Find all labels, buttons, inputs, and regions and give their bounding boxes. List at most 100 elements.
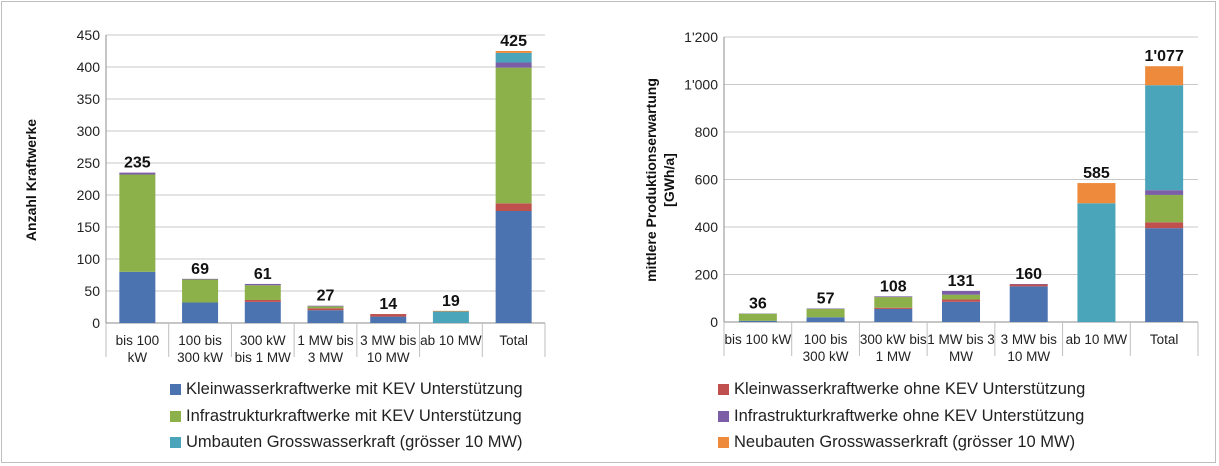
x-tick-label: 300 kW bis xyxy=(860,332,927,347)
y-tick-label: 250 xyxy=(77,155,101,171)
legend-item-infra_ohne: Infrastrukturkraftwerke ohne KEV Unterst… xyxy=(718,407,1084,426)
y-tick-label: 450 xyxy=(77,27,101,43)
bar-segment-klein_kev xyxy=(307,310,344,323)
bar-segment-klein_ohne xyxy=(1009,284,1048,287)
legend-swatch xyxy=(170,384,181,395)
legend-item-klein_kev: Kleinwasserkraftwerke mit KEV Unterstütz… xyxy=(170,380,523,399)
bar-segment-infra_kev xyxy=(874,297,913,308)
bar-segment-neubauten xyxy=(432,310,469,312)
x-tick-label: 1 MW bis xyxy=(297,333,354,348)
x-tick-label: 300 kW xyxy=(177,350,223,365)
bar-segment-infra_ohne xyxy=(307,305,344,307)
x-tick-label: MW xyxy=(949,349,973,364)
bar-segment-klein_kev xyxy=(806,317,845,322)
bar-segment-klein_ohne xyxy=(307,308,344,311)
legend-swatch xyxy=(718,384,729,395)
bar-segment-infra_ohne xyxy=(182,278,219,280)
total-label: 235 xyxy=(124,155,151,172)
y-tick-label: 150 xyxy=(77,219,101,235)
legend-label: Kleinwasserkraftwerke mit KEV Unterstütz… xyxy=(186,380,523,398)
bar-segment-klein_ohne xyxy=(942,299,980,302)
x-tick-label: 100 bis xyxy=(804,332,848,347)
y-tick-label: 350 xyxy=(77,91,101,107)
total-label: 69 xyxy=(191,261,209,278)
total-label: 19 xyxy=(442,293,460,310)
total-label: 585 xyxy=(1083,165,1110,182)
total-label: 425 xyxy=(500,33,527,50)
bar-segment-neubauten xyxy=(495,51,532,53)
x-tick-label: 100 bis xyxy=(178,333,222,348)
bar-segment-klein_ohne xyxy=(495,203,532,211)
bar-segment-infra_ohne xyxy=(1145,190,1184,195)
legend-item-neubauten: Neubauten Grosswasserkraft (grösser 10 M… xyxy=(718,433,1075,452)
total-label: 1'077 xyxy=(1144,48,1184,65)
x-tick-label: Total xyxy=(499,333,528,348)
x-tick-label: 300 kW xyxy=(240,333,286,348)
bar-segment-klein_ohne xyxy=(244,299,281,302)
bar-segment-klein_kev xyxy=(1145,228,1184,322)
bar-segment-umbauten xyxy=(1077,203,1116,322)
x-tick-label: 1 MW bis 3 xyxy=(927,332,995,347)
legend-item-umbauten: Umbauten Grosswasserkraft (grösser 10 MW… xyxy=(170,433,523,452)
total-label: 160 xyxy=(1015,266,1042,283)
x-tick-label: 1 MW xyxy=(876,349,912,364)
x-tick-label: 3 MW xyxy=(308,350,344,365)
y-tick-label: 200 xyxy=(77,187,101,203)
bar-segment-infra_ohne xyxy=(942,290,980,295)
y-axis-title: Anzahl Kraftwerke xyxy=(23,119,39,241)
x-tick-label: 10 MW xyxy=(367,350,410,365)
x-tick-label: 10 MW xyxy=(1007,349,1050,364)
bar-segment-klein_kev xyxy=(182,302,219,323)
legend-label: Neubauten Grosswasserkraft (grösser 10 M… xyxy=(734,433,1076,451)
bar-segment-klein_ohne xyxy=(1145,222,1184,229)
bar-segment-klein_kev xyxy=(244,301,281,323)
bar-segment-infra_ohne xyxy=(495,62,532,68)
y-axis-title: [GWh/a] xyxy=(661,153,677,207)
bar-segment-infra_kev xyxy=(307,306,344,309)
bar-segment-klein_kev xyxy=(1009,286,1048,322)
x-tick-label: Total xyxy=(1150,332,1179,347)
x-tick-label: bis 100 kW xyxy=(724,332,791,347)
bar-segment-infra_kev xyxy=(942,294,980,300)
legend-swatch xyxy=(718,437,729,448)
x-tick-label: bis 1 MW xyxy=(235,350,292,365)
bar-segment-infra_ohne xyxy=(874,296,913,298)
bar-segment-umbauten xyxy=(495,52,532,63)
bar-segment-klein_ohne xyxy=(370,314,407,317)
y-tick-label: 50 xyxy=(84,283,100,299)
y-tick-label: 1'000 xyxy=(684,77,718,93)
legend-item-infra_kev: Infrastrukturkraftwerke mit KEV Unterstü… xyxy=(170,407,522,426)
bar-segment-klein_kev xyxy=(874,308,913,322)
y-tick-label: 1'200 xyxy=(684,29,718,45)
total-label: 131 xyxy=(948,273,975,290)
bar-segment-umbauten xyxy=(432,311,469,323)
legend-label: Kleinwasserkraftwerke ohne KEV Unterstüt… xyxy=(734,380,1086,398)
bar-segment-infra_kev xyxy=(738,313,777,321)
legend-label: Infrastrukturkraftwerke mit KEV Unterstü… xyxy=(186,407,522,425)
y-tick-label: 0 xyxy=(710,314,718,330)
bar-segment-infra_kev xyxy=(806,308,845,318)
bar-segment-klein_kev xyxy=(738,320,777,322)
x-tick-label: ab 10 MW xyxy=(420,333,482,348)
bar-segment-infra_kev xyxy=(119,174,156,272)
legend-swatch xyxy=(170,437,181,448)
y-tick-label: 400 xyxy=(77,59,101,75)
legend-swatch xyxy=(718,411,729,422)
total-label: 14 xyxy=(379,296,397,313)
bar-segment-infra_kev xyxy=(495,67,532,204)
legend-label: Umbauten Grosswasserkraft (grösser 10 MW… xyxy=(186,433,523,451)
bar-segment-infra_kev xyxy=(1145,194,1184,223)
y-axis-title: mittlere Produktionserwartung xyxy=(643,78,659,282)
bar-segment-neubauten xyxy=(1077,183,1116,204)
y-tick-label: 800 xyxy=(695,124,719,140)
x-tick-label: 300 kW xyxy=(803,349,849,364)
x-tick-label: kW xyxy=(128,350,148,365)
y-tick-label: 0 xyxy=(92,315,100,331)
bar-segment-infra_kev xyxy=(244,285,281,300)
total-label: 108 xyxy=(880,278,907,295)
bar-segment-infra_ohne xyxy=(244,283,281,286)
bar-segment-neubauten xyxy=(1145,66,1184,86)
bar-segment-umbauten xyxy=(1145,85,1184,191)
